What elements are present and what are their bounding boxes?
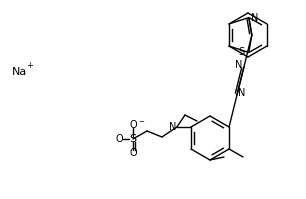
Text: N: N: [236, 60, 243, 70]
Text: N: N: [169, 122, 176, 132]
Text: O: O: [129, 120, 137, 130]
Text: S: S: [129, 134, 136, 144]
Text: −: −: [138, 119, 144, 125]
Text: S: S: [239, 47, 245, 58]
Text: O: O: [129, 148, 137, 158]
Text: N: N: [238, 88, 245, 98]
Text: +: +: [26, 61, 33, 70]
Text: O: O: [115, 134, 123, 144]
Text: Na: Na: [12, 67, 27, 77]
Text: N: N: [251, 13, 258, 22]
